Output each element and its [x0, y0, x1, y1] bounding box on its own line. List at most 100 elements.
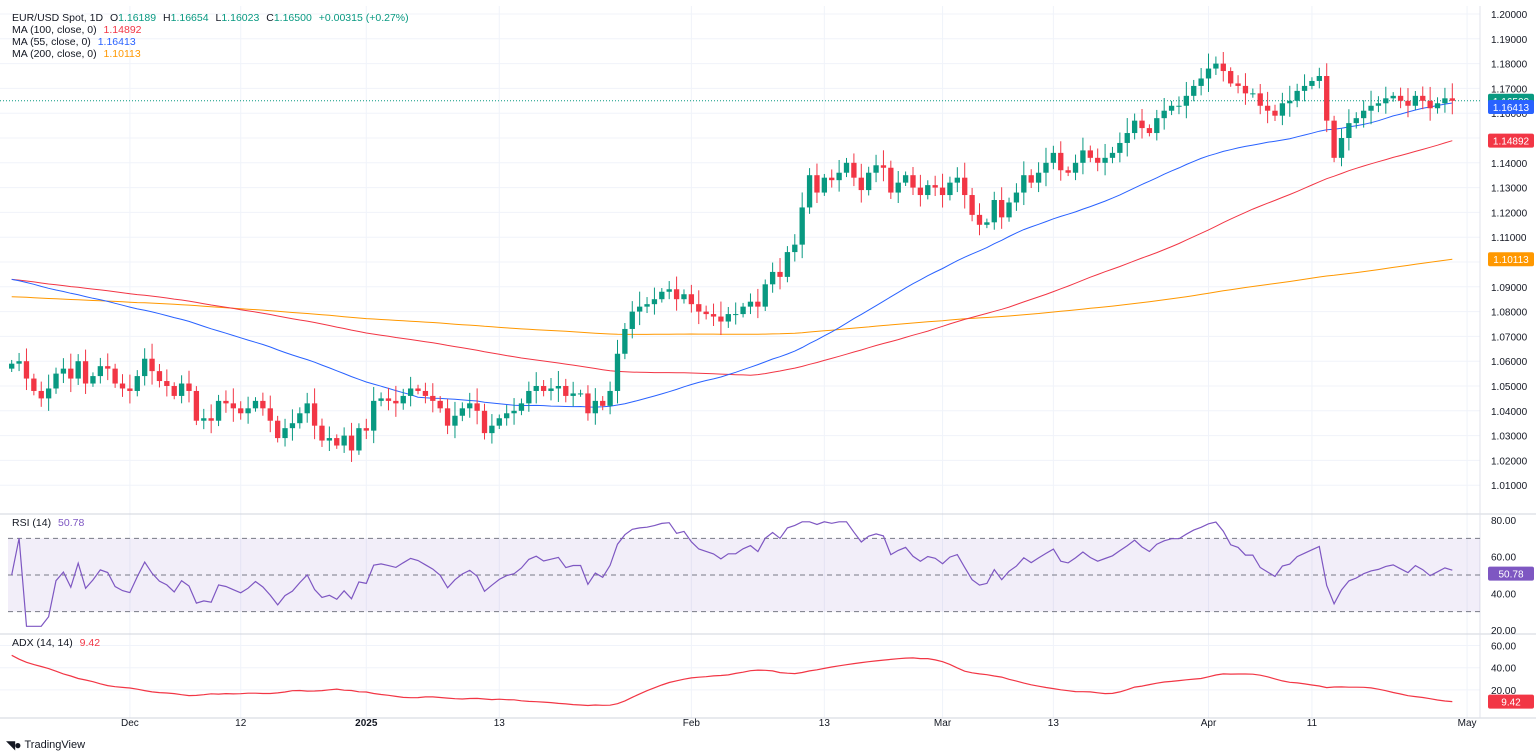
candle-body: [858, 177, 864, 191]
candle-body: [260, 400, 266, 409]
candle-body: [1072, 162, 1079, 173]
candle-body: [201, 418, 207, 421]
rsi-tick-label: 20.00: [1491, 626, 1516, 637]
ma100-line: [11, 140, 1453, 376]
candle-body: [1021, 175, 1027, 193]
candle-body: [326, 438, 333, 441]
price-tick-label: 1.13000: [1491, 184, 1528, 195]
candle-body: [991, 200, 997, 223]
candle-body: [1331, 120, 1337, 158]
candle-body: [393, 400, 399, 404]
candle-body: [289, 423, 296, 429]
candle-body: [1058, 152, 1064, 171]
candle-body: [762, 284, 768, 307]
candle-body: [740, 306, 746, 315]
candle-body: [178, 383, 185, 396]
ma100-label: MA (100, close, 0): [12, 24, 97, 36]
candle-body: [969, 195, 975, 215]
price-tick-label: 1.06000: [1491, 357, 1528, 368]
candle-body: [1272, 110, 1278, 116]
time-axis[interactable]: Dec12202513Feb13Mar13Apr11May13Jun12Jul1…: [121, 718, 1536, 729]
candle-body: [585, 393, 591, 414]
candle-body: [947, 182, 953, 196]
ma55-legend[interactable]: MA (55, close, 0) 1.16413: [12, 36, 140, 48]
candle-body: [799, 207, 805, 245]
rsi-badge-bg: [1488, 566, 1534, 581]
rsi-line: [11, 521, 1453, 627]
moving-averages: [0, 100, 1480, 408]
adx-badge-bg: [1488, 694, 1534, 709]
candle-body: [38, 390, 44, 399]
candle-body: [984, 222, 990, 225]
candle-body: [186, 383, 192, 391]
candle-body: [718, 316, 724, 322]
adx-badge: 9.42: [1501, 698, 1521, 709]
symbol-legend: EUR/USD Spot, 1D O1.16189 H1.16654 L1.16…: [12, 12, 413, 24]
candle-body: [1220, 63, 1226, 72]
rsi-tick-label: 60.00: [1491, 553, 1516, 564]
rsi-legend[interactable]: RSI (14) 50.78: [12, 517, 84, 529]
candle-body: [105, 366, 111, 369]
candle-body: [821, 177, 828, 193]
candle-body: [1442, 98, 1448, 104]
candle-body: [1043, 162, 1049, 173]
candle-body: [149, 358, 155, 372]
candle-body: [1013, 192, 1020, 203]
ma100-legend[interactable]: MA (100, close, 0) 1.14892: [12, 24, 146, 36]
adx-pane: [11, 654, 1453, 707]
candle-body: [1176, 105, 1182, 107]
candle-body: [68, 368, 74, 379]
time-tick-label: May: [1458, 718, 1477, 729]
candle-body: [673, 289, 680, 300]
candle-body: [954, 177, 960, 183]
tradingview-logo[interactable]: ◥● TradingView: [6, 738, 85, 752]
ma200-line: [11, 258, 1453, 335]
price-tick-label: 1.05000: [1491, 382, 1528, 393]
price-tick-label: 1.07000: [1491, 332, 1528, 343]
candle-body: [733, 314, 739, 316]
candle-body: [459, 408, 466, 416]
candle-body: [489, 425, 495, 434]
candle-body: [156, 371, 163, 382]
time-tick-label: 13: [1048, 718, 1060, 729]
candle-body: [836, 172, 842, 181]
candle-body: [16, 361, 22, 364]
candle-body: [577, 393, 584, 395]
adx-legend[interactable]: ADX (14, 14) 9.42: [12, 637, 100, 649]
candle-body: [378, 398, 384, 401]
adx-tick-label: 20.00: [1491, 686, 1516, 697]
ma200-badge-bg: [1488, 252, 1534, 267]
candle-body: [1353, 118, 1359, 124]
candle-body: [932, 185, 938, 188]
candle-body: [1390, 95, 1396, 99]
candle-body: [171, 386, 177, 396]
candle-body: [792, 244, 798, 253]
candle-body: [1309, 80, 1315, 86]
candle-body: [962, 177, 968, 196]
candle-body: [902, 175, 909, 183]
candle-body: [939, 187, 946, 196]
candle-body: [1228, 71, 1234, 84]
candle-body: [1264, 105, 1271, 111]
candle-body: [437, 400, 443, 409]
candle-body: [777, 271, 783, 277]
candle-body: [127, 388, 133, 391]
time-tick-label: 12: [235, 718, 247, 729]
candle-body: [1028, 175, 1034, 183]
candle-body: [215, 400, 222, 421]
ma200-legend[interactable]: MA (200, close, 0) 1.10113: [12, 48, 145, 60]
candle-body: [356, 428, 362, 451]
candle-body: [910, 175, 916, 188]
candle-body: [703, 311, 709, 315]
candle-body: [385, 398, 392, 401]
candle-body: [282, 428, 288, 439]
candle-body: [407, 388, 414, 396]
candle-body: [636, 306, 643, 312]
pane-separators: [0, 6, 1536, 719]
candle-body: [998, 200, 1005, 218]
candle-body: [1191, 85, 1197, 96]
candle-body: [304, 403, 310, 414]
candle-body: [1109, 152, 1116, 158]
price-tick-label: 1.03000: [1491, 432, 1528, 443]
